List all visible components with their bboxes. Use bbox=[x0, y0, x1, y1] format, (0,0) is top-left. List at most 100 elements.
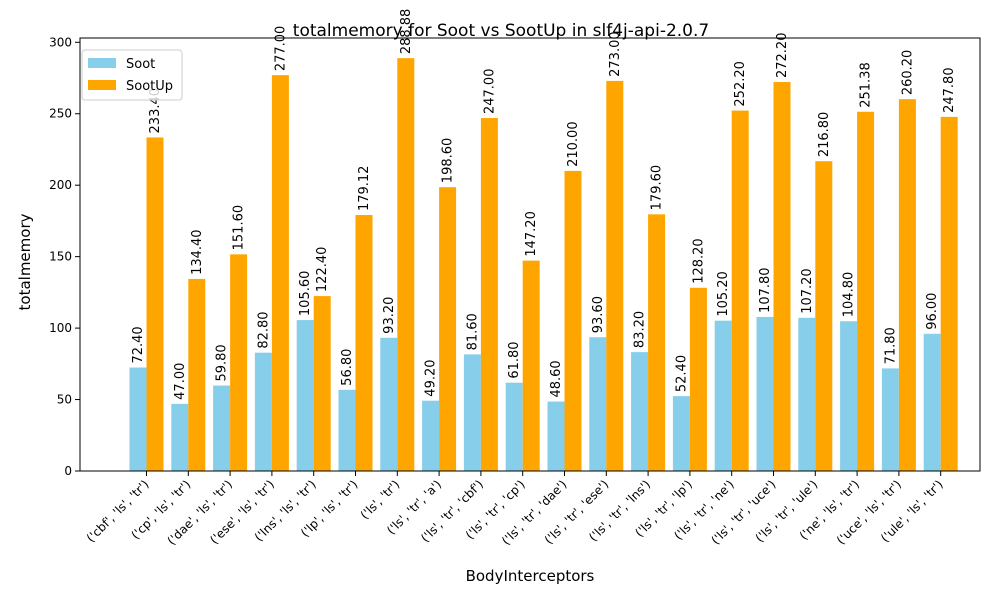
bar-sootup-17 bbox=[857, 111, 875, 471]
bar-label-sootup-8: 247.00 bbox=[482, 69, 497, 115]
bar-label-sootup-14: 252.20 bbox=[733, 61, 748, 107]
bar-sootup-13 bbox=[689, 287, 707, 471]
bar-sootup-5 bbox=[355, 215, 373, 471]
bar-soot-14 bbox=[714, 320, 732, 471]
bar-sootup-19 bbox=[940, 116, 958, 471]
bar-sootup-9 bbox=[522, 260, 540, 471]
bar-label-sootup-17: 251.38 bbox=[859, 62, 874, 108]
bar-label-sootup-18: 260.20 bbox=[900, 50, 915, 96]
bar-soot-7 bbox=[422, 400, 440, 471]
bar-soot-15 bbox=[756, 316, 774, 471]
bar-sootup-2 bbox=[230, 254, 248, 471]
bar-label-sootup-15: 272.20 bbox=[775, 33, 790, 79]
bar-label-sootup-7: 198.60 bbox=[441, 138, 456, 184]
bar-sootup-1 bbox=[188, 278, 206, 471]
bar-label-soot-10: 48.60 bbox=[549, 360, 564, 397]
bar-label-soot-14: 105.20 bbox=[716, 271, 731, 317]
bar-soot-0 bbox=[129, 367, 147, 471]
bar-soot-10 bbox=[547, 401, 565, 471]
y-tick-label: 300 bbox=[49, 35, 72, 49]
bar-label-soot-0: 72.40 bbox=[131, 326, 146, 363]
bar-soot-6 bbox=[380, 337, 398, 471]
bar-soot-9 bbox=[505, 382, 523, 471]
legend: Soot SootUp bbox=[81, 49, 183, 101]
bar-label-soot-9: 61.80 bbox=[507, 341, 522, 378]
bar-sootup-14 bbox=[731, 110, 749, 471]
x-axis-label: BodyInterceptors bbox=[466, 567, 595, 585]
bar-label-sootup-4: 122.40 bbox=[315, 247, 330, 293]
bar-sootup-7 bbox=[439, 187, 457, 471]
bar-label-soot-12: 83.20 bbox=[633, 311, 648, 348]
plot-frame bbox=[79, 37, 981, 472]
bar-label-soot-19: 96.00 bbox=[925, 293, 940, 330]
y-tick-label: 150 bbox=[49, 250, 72, 264]
bar-label-soot-2: 59.80 bbox=[215, 344, 230, 381]
bar-label-sootup-3: 277.00 bbox=[273, 26, 288, 72]
bar-sootup-12 bbox=[648, 214, 666, 472]
bar-sootup-4 bbox=[313, 296, 331, 471]
bar-label-soot-11: 93.60 bbox=[591, 296, 606, 333]
bar-label-soot-17: 104.80 bbox=[842, 272, 857, 318]
bar-label-sootup-11: 273.00 bbox=[608, 31, 623, 77]
bar-soot-13 bbox=[672, 396, 690, 471]
bar-soot-2 bbox=[213, 385, 231, 471]
bar-label-soot-3: 82.80 bbox=[256, 311, 271, 348]
bar-sootup-10 bbox=[564, 170, 582, 471]
bar-label-sootup-19: 247.80 bbox=[942, 67, 957, 113]
bar-sootup-6 bbox=[397, 58, 415, 471]
bar-label-soot-18: 71.80 bbox=[883, 327, 898, 364]
bar-soot-8 bbox=[463, 354, 481, 471]
bar-label-soot-15: 107.80 bbox=[758, 267, 773, 313]
bars bbox=[129, 58, 958, 472]
bar-label-sootup-5: 179.12 bbox=[357, 166, 372, 212]
bar-soot-4 bbox=[296, 320, 314, 471]
bar-sootup-8 bbox=[480, 118, 498, 472]
chart-title: totalmemory for Soot vs SootUp in slf4j-… bbox=[293, 21, 709, 41]
bar-soot-16 bbox=[798, 317, 816, 471]
bar-label-sootup-2: 151.60 bbox=[232, 205, 247, 251]
bar-label-sootup-6: 288.88 bbox=[399, 9, 414, 55]
bar-soot-5 bbox=[338, 389, 356, 471]
bar-soot-3 bbox=[254, 352, 272, 471]
y-tick-label: 0 bbox=[64, 464, 72, 478]
bar-sootup-0 bbox=[146, 137, 164, 472]
bar-sootup-16 bbox=[815, 161, 833, 471]
bar-soot-12 bbox=[631, 352, 649, 471]
bar-label-soot-13: 52.40 bbox=[674, 355, 689, 392]
bar-soot-17 bbox=[840, 321, 858, 471]
bar-label-sootup-10: 210.00 bbox=[566, 121, 581, 167]
bar-label-soot-6: 93.20 bbox=[382, 297, 397, 334]
bar-label-soot-4: 105.60 bbox=[298, 271, 313, 317]
bar-label-sootup-9: 147.20 bbox=[524, 211, 539, 257]
y-tick-label: 50 bbox=[57, 393, 72, 407]
bar-label-sootup-16: 216.80 bbox=[817, 112, 832, 158]
bar-label-sootup-13: 128.20 bbox=[691, 238, 706, 284]
y-tick-label: 100 bbox=[49, 321, 72, 335]
bar-label-sootup-1: 134.40 bbox=[190, 229, 205, 275]
bar-label-soot-16: 107.20 bbox=[800, 268, 815, 314]
bar-soot-1 bbox=[171, 403, 189, 471]
x-ticks: ('cbf', 'ls', 'tr')('cp', 'ls', 'tr')('d… bbox=[84, 471, 946, 548]
legend-swatch-soot bbox=[88, 58, 116, 68]
y-ticks: 0 50 100 150 200 250 300 bbox=[49, 35, 80, 478]
bar-soot-19 bbox=[923, 333, 941, 471]
legend-label-soot: Soot bbox=[126, 57, 155, 72]
bar-label-soot-1: 47.00 bbox=[173, 363, 188, 400]
bar-sootup-15 bbox=[773, 82, 791, 471]
bar-value-labels: 72.40233.4047.00134.4059.80151.6082.8027… bbox=[131, 9, 957, 400]
bar-label-soot-5: 56.80 bbox=[340, 349, 355, 386]
legend-label-sootup: SootUp bbox=[126, 79, 173, 94]
bar-label-soot-8: 81.60 bbox=[465, 313, 480, 350]
bar-soot-18 bbox=[881, 368, 899, 471]
bar-soot-11 bbox=[589, 337, 607, 471]
y-tick-label: 250 bbox=[49, 107, 72, 121]
bar-sootup-3 bbox=[271, 75, 289, 471]
bar-sootup-11 bbox=[606, 80, 624, 472]
bar-sootup-18 bbox=[898, 99, 916, 472]
bar-label-soot-7: 49.20 bbox=[424, 359, 439, 396]
bar-label-sootup-12: 179.60 bbox=[650, 165, 665, 211]
legend-swatch-sootup bbox=[88, 80, 116, 90]
y-axis-label: totalmemory bbox=[16, 213, 34, 310]
